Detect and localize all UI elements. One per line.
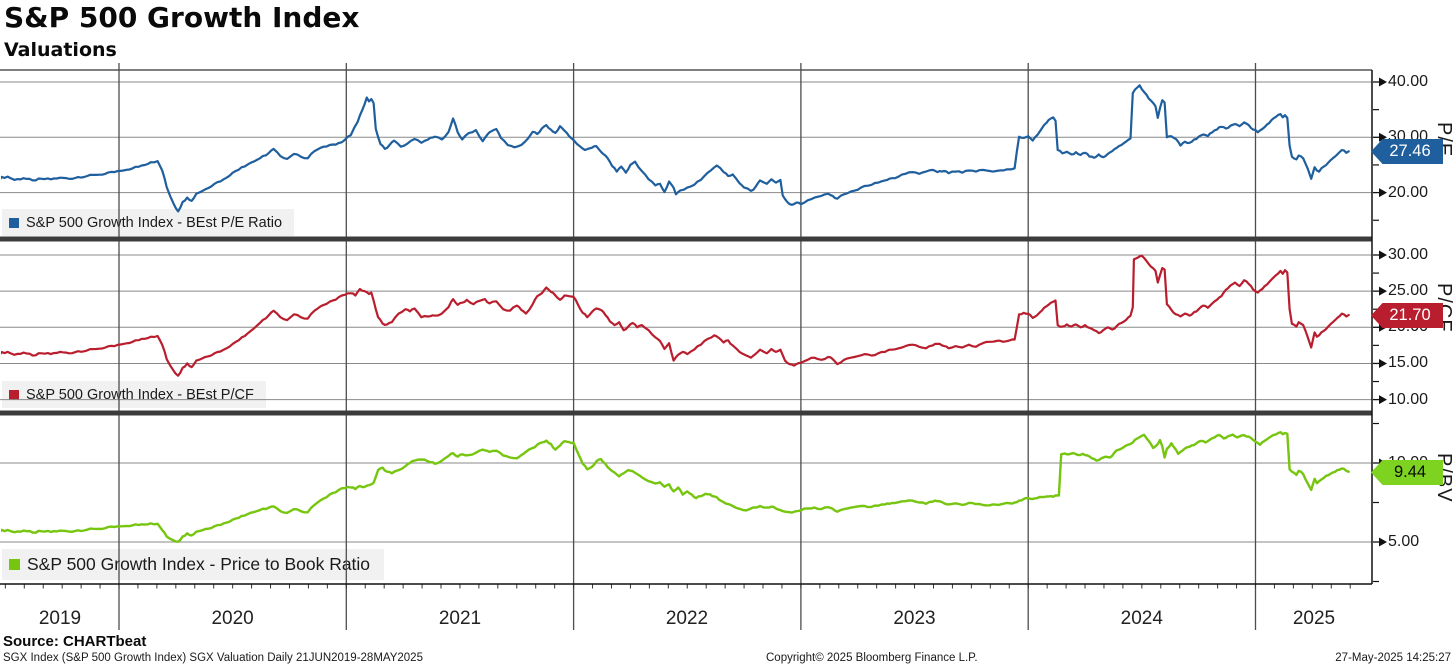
page-subtitle: Valuations (4, 39, 117, 61)
legend-pe-label: S&P 500 Growth Index - BEst P/E Ratio (26, 214, 283, 231)
x-axis-year-label: 2024 (1120, 608, 1163, 629)
legend-pe-ratio: S&P 500 Growth Index - BEst P/E Ratio (2, 209, 295, 236)
legend-pbv-ratio: S&P 500 Growth Index - Price to Book Rat… (2, 549, 385, 580)
pcf-series-line (1, 254, 1350, 377)
y-tick-label: 10.00 (1388, 390, 1429, 408)
x-axis-year-label: 2023 (893, 608, 936, 629)
y-tick-label: 15.00 (1388, 354, 1429, 372)
pe-series-swatch-icon (9, 217, 19, 228)
y-tick-label: 5.00 (1388, 533, 1420, 550)
pbv-series-swatch-icon (9, 559, 20, 570)
legend-pcf-label: S&P 500 Growth Index - BEst P/CF (26, 386, 254, 403)
source-label: Source: CHARTbeat (3, 633, 147, 650)
y-tick-label: 20.00 (1388, 183, 1429, 201)
x-axis-year-label: 2022 (665, 608, 709, 629)
page-title: S&P 500 Growth Index (4, 1, 360, 34)
x-axis-year-label: 2025 (1292, 608, 1336, 629)
y-tick-label: 30.00 (1388, 246, 1429, 263)
timestamp-label: 27-May-2025 14:25:27 (1335, 652, 1451, 664)
footer-info: SGX Index (S&P 500 Growth Index) SGX Val… (3, 652, 423, 664)
legend-pcf-ratio: S&P 500 Growth Index - BEst P/CF (2, 381, 266, 408)
copyright-label: Copyright© 2025 Bloomberg Finance L.P. (766, 652, 978, 664)
x-axis-year-label: 2020 (211, 608, 254, 629)
x-axis-year-label: 2019 (38, 608, 82, 629)
pe-value-badge: 27.46 (1371, 139, 1443, 164)
pcf-value-badge: 21.70 (1371, 303, 1443, 328)
y-tick-label: 40.00 (1388, 73, 1429, 90)
pe-series-line (1, 84, 1350, 213)
pcf-series-swatch-icon (9, 389, 19, 400)
pbv-value-badge: 9.44 (1371, 460, 1443, 485)
legend-pbv-label: S&P 500 Growth Index - Price to Book Rat… (27, 554, 371, 574)
x-axis-year-label: 2021 (438, 608, 482, 629)
y-tick-label: 25.00 (1388, 282, 1429, 300)
pbv-series-line (1, 431, 1350, 543)
